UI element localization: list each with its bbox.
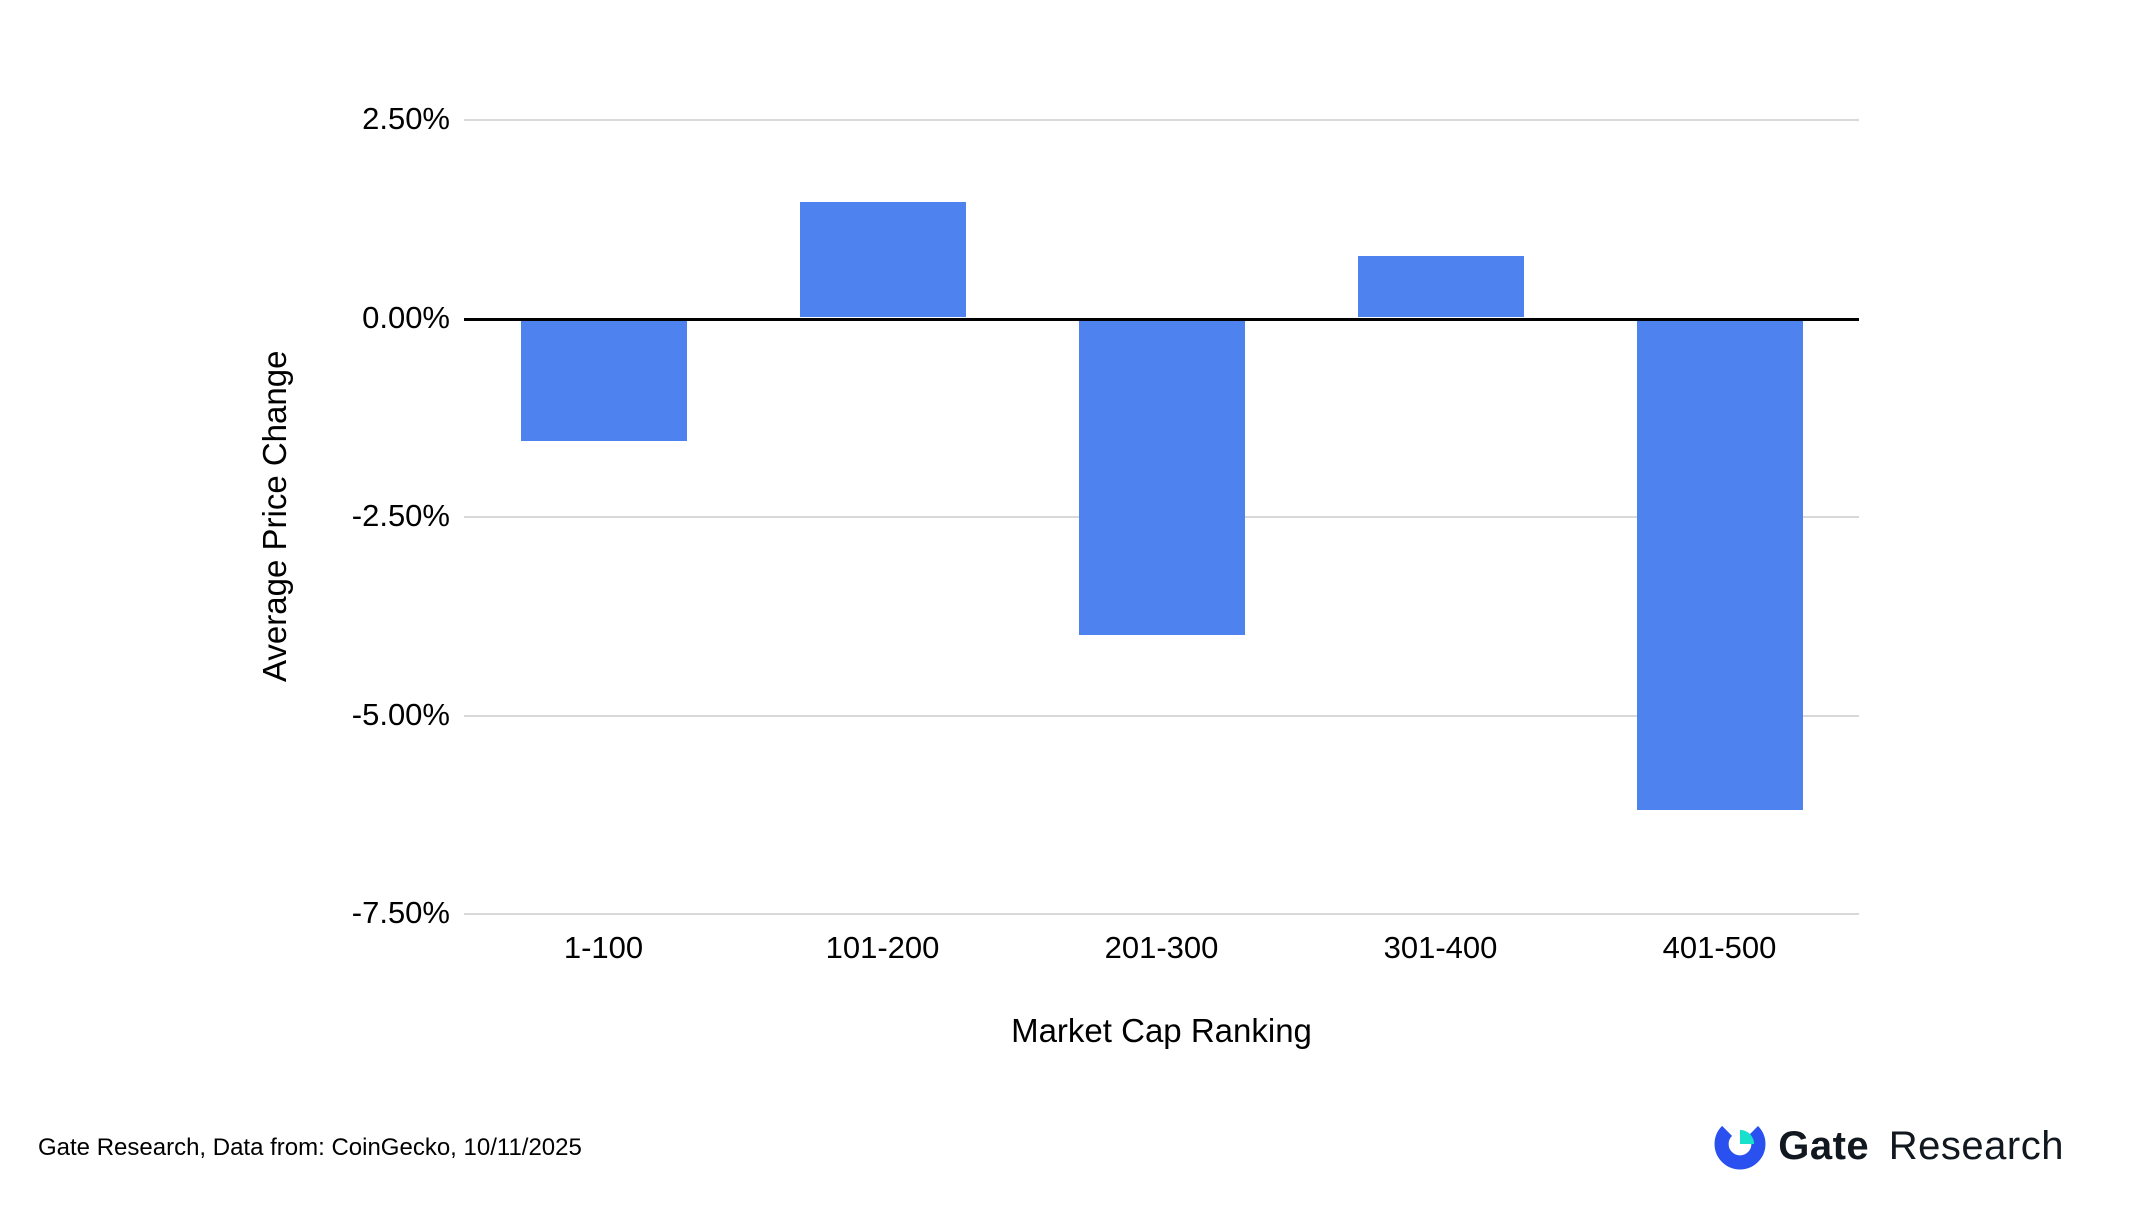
x-tick-label: 301-400: [1383, 930, 1498, 965]
gate-logo-icon: [1714, 1118, 1766, 1175]
x-axis-tick-labels: 1-100 101-200 201-300 301-400 401-500: [464, 930, 1859, 966]
y-tick-label: -7.50%: [351, 895, 450, 930]
bar-1-100: [520, 317, 687, 441]
y-tick-label: 0.00%: [362, 299, 450, 335]
gridline: [464, 119, 1859, 121]
gridline: [464, 913, 1859, 915]
bar-401-500: [1636, 317, 1803, 810]
x-tick-label: 401-500: [1662, 930, 1777, 965]
gate-research-logo: Gate Research: [1714, 1118, 2064, 1175]
zero-axis-line: [464, 317, 1859, 321]
y-tick-label: -5.00%: [351, 696, 450, 732]
y-axis-tick-labels: 2.50% 0.00% -2.50% -5.00% -7.50%: [150, 101, 450, 930]
y-tick-label: 2.50%: [362, 101, 450, 136]
gate-logo-text: Gate Research: [1778, 1124, 2064, 1169]
x-tick-label: 1-100: [563, 930, 644, 965]
logo-text-research: Research: [1888, 1124, 2064, 1168]
x-tick-label: 201-300: [1104, 930, 1219, 965]
x-axis-title: Market Cap Ranking: [1011, 1012, 1312, 1049]
bar-301-400: [1357, 256, 1524, 318]
gridline: [464, 714, 1859, 717]
x-tick-label: 101-200: [825, 930, 940, 965]
logo-text-gate: Gate: [1778, 1124, 1870, 1168]
bar-101-200: [799, 202, 966, 318]
bar-201-300: [1078, 317, 1245, 636]
source-attribution: Gate Research, Data from: CoinGecko, 10/…: [38, 1134, 582, 1161]
y-tick-label: -2.50%: [351, 498, 450, 533]
plot-area: [464, 119, 1859, 915]
